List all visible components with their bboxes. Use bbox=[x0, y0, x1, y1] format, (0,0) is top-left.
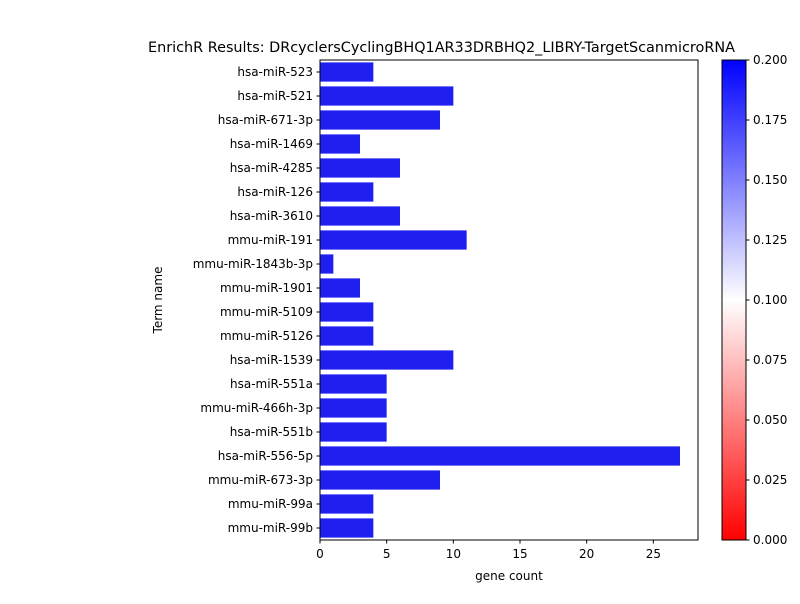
y-tick-label: mmu-miR-99a bbox=[228, 497, 313, 511]
colorbar-tick-label: 0.175 bbox=[753, 113, 787, 127]
colorbar-tick-label: 0.125 bbox=[753, 233, 787, 247]
bar bbox=[320, 518, 374, 538]
y-tick-label: mmu-miR-466h-3p bbox=[200, 401, 313, 415]
plot-frame bbox=[319, 59, 699, 541]
y-tick-label: hsa-miR-4285 bbox=[230, 161, 313, 175]
bar bbox=[320, 254, 334, 274]
x-tick-label: 20 bbox=[579, 547, 594, 561]
y-axis-label: Term name bbox=[151, 267, 165, 335]
y-tick-label: mmu-miR-99b bbox=[228, 521, 313, 535]
y-tick-label: hsa-miR-551a bbox=[230, 377, 313, 391]
y-tick-label: hsa-miR-551b bbox=[230, 425, 313, 439]
x-tick-label: 5 bbox=[383, 547, 391, 561]
colorbar-tick-label: 0.200 bbox=[753, 53, 787, 67]
bar bbox=[320, 302, 374, 322]
x-tick-label: 10 bbox=[446, 547, 461, 561]
bar bbox=[320, 206, 400, 226]
bar bbox=[320, 422, 387, 442]
colorbar-tick-label: 0.100 bbox=[753, 293, 787, 307]
bar bbox=[320, 398, 387, 418]
x-axis: 0 5 10 15 20 25 bbox=[316, 540, 661, 561]
bar bbox=[320, 278, 360, 298]
y-tick-label: hsa-miR-1539 bbox=[230, 353, 313, 367]
y-tick-label: mmu-miR-5126 bbox=[220, 329, 313, 343]
colorbar-tick-label: 0.050 bbox=[753, 413, 787, 427]
bar bbox=[320, 134, 360, 154]
colorbar-tick-label: 0.025 bbox=[753, 473, 787, 487]
bar bbox=[320, 446, 680, 466]
y-tick-label: hsa-miR-521 bbox=[237, 89, 313, 103]
bar bbox=[320, 374, 387, 394]
y-tick-label: hsa-miR-126 bbox=[237, 185, 313, 199]
y-tick-label: hsa-miR-556-5p bbox=[218, 449, 313, 463]
y-tick-labels: hsa-miR-523 hsa-miR-521 hsa-miR-671-3p hsa-… bbox=[193, 65, 320, 535]
y-tick-label: hsa-miR-523 bbox=[237, 65, 313, 79]
x-axis-label: gene count bbox=[475, 569, 543, 583]
colorbar-gradient bbox=[722, 60, 746, 540]
bar bbox=[320, 494, 374, 514]
bar bbox=[320, 62, 374, 82]
bar bbox=[320, 326, 374, 346]
y-tick-label: hsa-miR-1469 bbox=[230, 137, 313, 151]
x-tick-label: 0 bbox=[316, 547, 324, 561]
y-tick-label: mmu-miR-673-3p bbox=[208, 473, 313, 487]
y-tick-label: mmu-miR-191 bbox=[228, 233, 313, 247]
y-tick-label: mmu-miR-1901 bbox=[220, 281, 313, 295]
y-tick-label: mmu-miR-1843b-3p bbox=[193, 257, 313, 271]
bar bbox=[320, 158, 400, 178]
colorbar-tick-label: 0.000 bbox=[753, 533, 787, 547]
y-tick-label: hsa-miR-3610 bbox=[230, 209, 313, 223]
bar bbox=[320, 86, 454, 106]
bar bbox=[320, 350, 454, 370]
x-tick-label: 15 bbox=[512, 547, 527, 561]
bar bbox=[320, 230, 467, 250]
bar bbox=[320, 110, 440, 130]
bar bbox=[320, 182, 374, 202]
x-tick-label: 25 bbox=[646, 547, 661, 561]
chart-title: EnrichR Results: DRcyclersCyclingBHQ1AR3… bbox=[148, 40, 735, 56]
colorbar: 0.000 0.025 0.050 0.075 0.100 0.125 0.150 0.175… bbox=[721, 53, 787, 547]
y-tick-label: hsa-miR-671-3p bbox=[218, 113, 313, 127]
y-tick-label: mmu-miR-5109 bbox=[220, 305, 313, 319]
colorbar-tick-label: 0.075 bbox=[753, 353, 787, 367]
colorbar-ticks: 0.000 0.025 0.050 0.075 0.100 0.125 0.150 0.175… bbox=[746, 53, 787, 547]
colorbar-tick-label: 0.150 bbox=[753, 173, 787, 187]
bar bbox=[320, 470, 440, 490]
bars-layer bbox=[320, 62, 680, 538]
